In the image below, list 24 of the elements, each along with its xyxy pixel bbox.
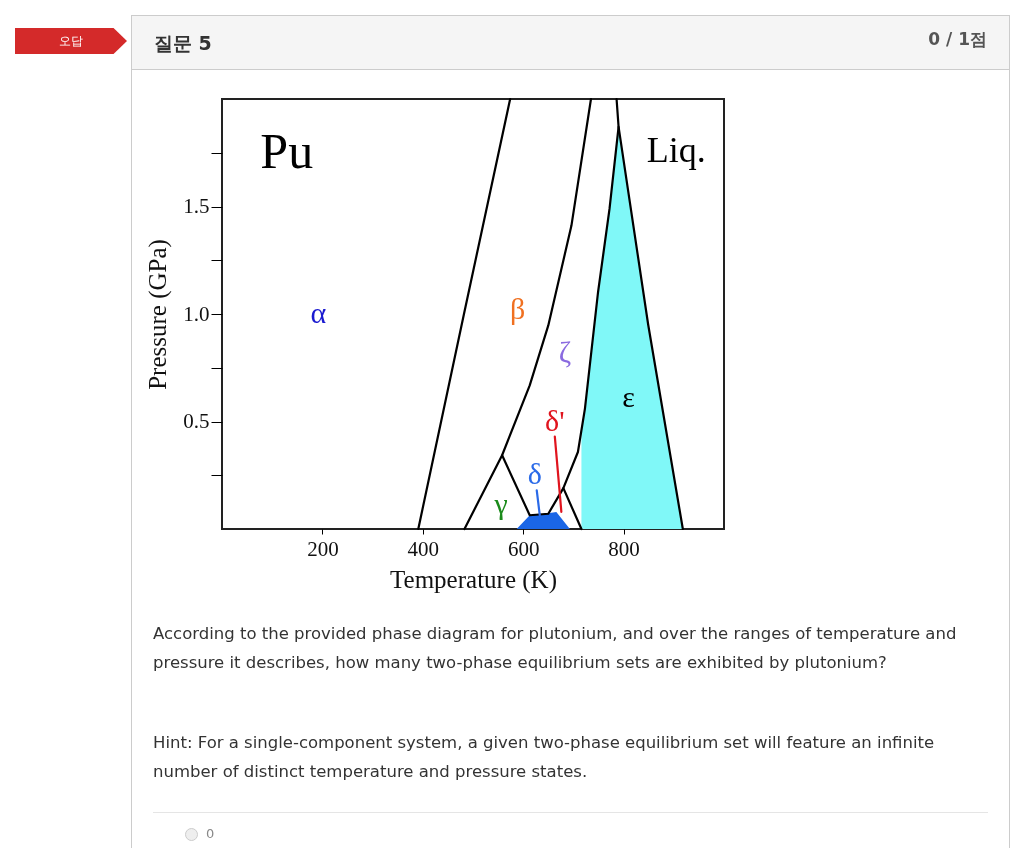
- text: Hint: For a single-component system, a given two-phase equilibrium set will feature an infinite number of distinct temperature and pressure states.: [153, 732, 936, 783]
- annotation: γ: [493, 487, 508, 521]
- x-tick-label: 200: [307, 536, 339, 561]
- annotation: Pu: [260, 122, 314, 179]
- y-tick-label: 0.5: [183, 409, 210, 433]
- y-axis-title: Pressure (GPa): [144, 239, 173, 390]
- annotation: δ': [545, 403, 565, 437]
- text: According to the provided phase diagram for plutonium, and over the ranges of temperature and pressure it describes, how many two-phase equilibrium sets are exhibited by plutonium?: [153, 623, 958, 674]
- y-tick-label: 1.0: [183, 301, 210, 326]
- text: 0 / 1점: [928, 28, 987, 51]
- x-tick-label: 800: [608, 536, 640, 561]
- annotation: α: [310, 296, 327, 329]
- text: 오답: [15, 28, 127, 54]
- x-tick-label: 400: [407, 536, 440, 561]
- chart-title: 질문 5: [154, 31, 212, 56]
- x-tick-label: 600: [507, 536, 540, 561]
- annotation: ζ: [558, 334, 572, 368]
- annotation: δ: [527, 457, 542, 491]
- annotation: ε: [622, 379, 635, 413]
- y-tick-label: 1.5: [183, 194, 210, 218]
- annotation: Liq.: [646, 129, 706, 170]
- text: 0: [206, 826, 215, 841]
- annotation: β: [510, 291, 526, 325]
- x-axis-title: Temperature (K): [390, 565, 557, 594]
